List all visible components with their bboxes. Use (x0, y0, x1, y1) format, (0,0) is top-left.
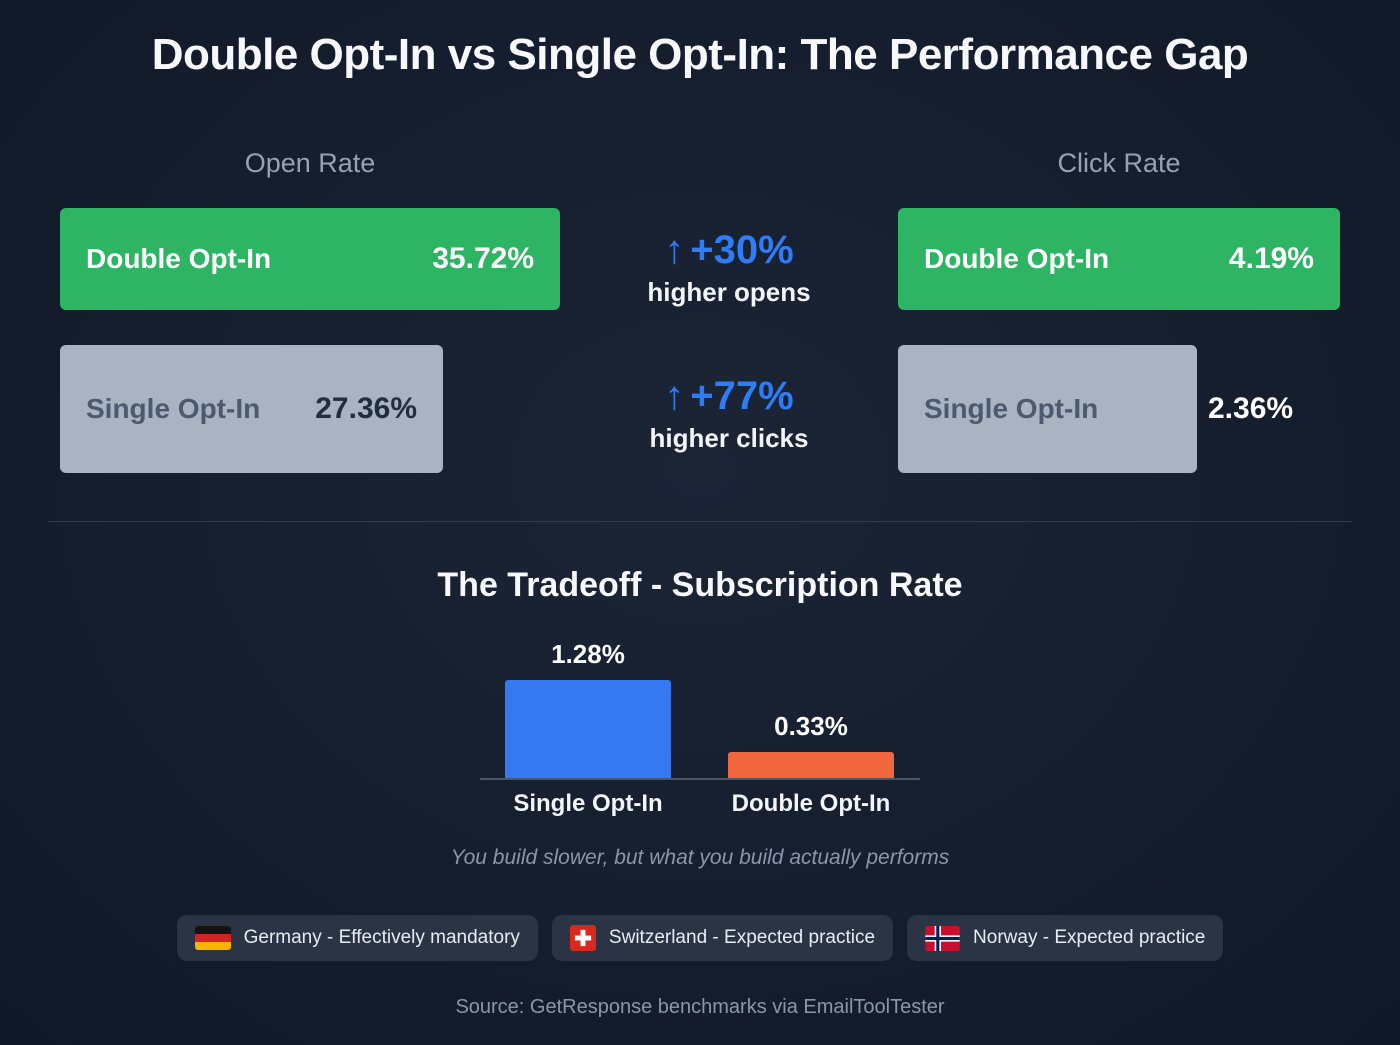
opens-delta-value: ↑ +30% (560, 228, 898, 273)
opens-delta-callout: ↑ +30% higher opens (560, 228, 898, 308)
open-rate-double-opt-in-bar: Double Opt-In 35.72% (60, 208, 560, 310)
delta-percent: +77% (690, 374, 794, 418)
bar-label: Single Opt-In (86, 393, 261, 424)
opens-delta-caption: higher opens (647, 277, 811, 307)
double-opt-in-bar-group: 0.33% (728, 711, 894, 778)
bar-value: 1.28% (551, 639, 625, 669)
norway-flag-icon (925, 925, 960, 951)
badge-label: Germany - Effectively mandatory (243, 927, 520, 948)
bar-label: Double Opt-In (86, 243, 272, 274)
clicks-delta-callout: ↑ +77% higher clicks (560, 374, 898, 454)
source-attribution: Source: GetResponse benchmarks via Email… (455, 996, 945, 1018)
up-arrow-icon: ↑ (664, 374, 685, 418)
tradeoff-note: You build slower, but what you build act… (450, 846, 950, 869)
clicks-delta-caption: higher clicks (649, 423, 809, 453)
category-label: Single Opt-In (513, 790, 663, 817)
section-divider (48, 521, 1352, 522)
click-rate-heading: Click Rate (1057, 148, 1181, 178)
subscription-rate-chart: 1.28% 0.33% (480, 639, 920, 780)
bar-value: 4.19% (1228, 242, 1314, 275)
badge-switzerland: Switzerland - Expected practice (551, 915, 894, 961)
bar-value: 35.72% (432, 242, 534, 275)
bar-value: 0.33% (774, 711, 848, 741)
click-rate-double-opt-in-bar: Double Opt-In 4.19% (898, 208, 1340, 310)
delta-percent: +30% (690, 228, 794, 272)
country-badges-row: Germany - Effectively mandatory Switzerl… (0, 915, 1400, 961)
double-opt-in-column (728, 752, 894, 778)
open-rate-heading: Open Rate (244, 148, 376, 178)
bar-label: Single Opt-In (924, 393, 1099, 424)
single-opt-in-bar-group: 1.28% (505, 639, 671, 778)
badge-label: Norway - Expected practice (973, 927, 1206, 948)
bar-value: 27.36% (315, 392, 417, 425)
click-rate-single-opt-in-bar: Single Opt-In (898, 345, 1197, 473)
click-rate-single-value: 2.36% (1208, 392, 1294, 425)
badge-germany: Germany - Effectively mandatory (176, 915, 538, 961)
bar-label: Double Opt-In (924, 243, 1110, 274)
category-label: Double Opt-In (731, 790, 891, 817)
badge-norway: Norway - Expected practice (907, 915, 1224, 961)
germany-flag-icon (194, 926, 231, 950)
badge-label: Switzerland - Expected practice (608, 927, 876, 948)
open-rate-single-opt-in-bar: Single Opt-In 27.36% (60, 345, 443, 473)
chart-baseline (480, 778, 920, 780)
tradeoff-section-title: The Tradeoff - Subscription Rate (437, 566, 963, 604)
clicks-delta-value: ↑ +77% (560, 374, 898, 419)
up-arrow-icon: ↑ (664, 228, 685, 272)
page-title: Double Opt-In vs Single Opt-In: The Perf… (151, 30, 1249, 79)
switzerland-flag-icon (569, 925, 596, 951)
single-opt-in-column (505, 680, 671, 778)
